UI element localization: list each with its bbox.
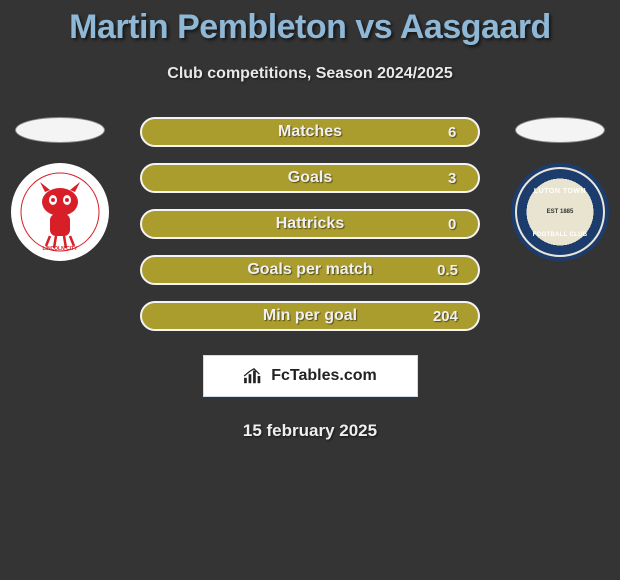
stat-label: Hattricks: [142, 215, 478, 233]
page-title: Martin Pembleton vs Aasgaard: [0, 0, 620, 47]
stats-list: Matches 6 Goals 3 Hattricks 0 Goals per …: [140, 117, 480, 331]
stat-row: Goals per match 0.5: [140, 255, 480, 285]
stat-right-value: 3: [448, 170, 458, 187]
stat-row: Matches 6: [140, 117, 480, 147]
right-badge-ellipse: [515, 117, 605, 143]
comparison-panel: LINCOLN CITY LUTON TOWN EST 1885 FOOTBAL…: [0, 117, 620, 331]
stat-label: Min per goal: [142, 307, 478, 325]
bar-chart-icon: [243, 367, 265, 385]
stat-label: Goals: [142, 169, 478, 187]
branding-box[interactable]: FcTables.com: [203, 355, 418, 397]
stat-right-value: 204: [433, 308, 458, 325]
lincoln-imp-icon: LINCOLN CITY: [20, 172, 100, 252]
stat-right-value: 6: [448, 124, 458, 141]
luton-text-center: EST 1885: [547, 209, 574, 216]
subtitle: Club competitions, Season 2024/2025: [0, 65, 620, 83]
stat-row: Goals 3: [140, 163, 480, 193]
luton-text-bottom: FOOTBALL CLUB: [533, 232, 588, 239]
date-label: 15 february 2025: [0, 421, 620, 441]
stat-right-value: 0: [448, 216, 458, 233]
stat-label: Matches: [142, 123, 478, 141]
stat-right-value: 0.5: [437, 262, 458, 279]
right-team-column: LUTON TOWN EST 1885 FOOTBALL CLUB: [500, 117, 620, 261]
svg-text:LINCOLN CITY: LINCOLN CITY: [43, 246, 79, 252]
stat-row: Min per goal 204: [140, 301, 480, 331]
stat-label: Goals per match: [142, 261, 478, 279]
left-badge-ellipse: [15, 117, 105, 143]
left-team-logo: LINCOLN CITY: [11, 163, 109, 261]
luton-text-top: LUTON TOWN: [534, 188, 586, 196]
right-team-logo: LUTON TOWN EST 1885 FOOTBALL CLUB: [511, 163, 609, 261]
left-team-column: LINCOLN CITY: [0, 117, 120, 261]
stat-row: Hattricks 0: [140, 209, 480, 239]
branding-label: FcTables.com: [271, 367, 377, 385]
